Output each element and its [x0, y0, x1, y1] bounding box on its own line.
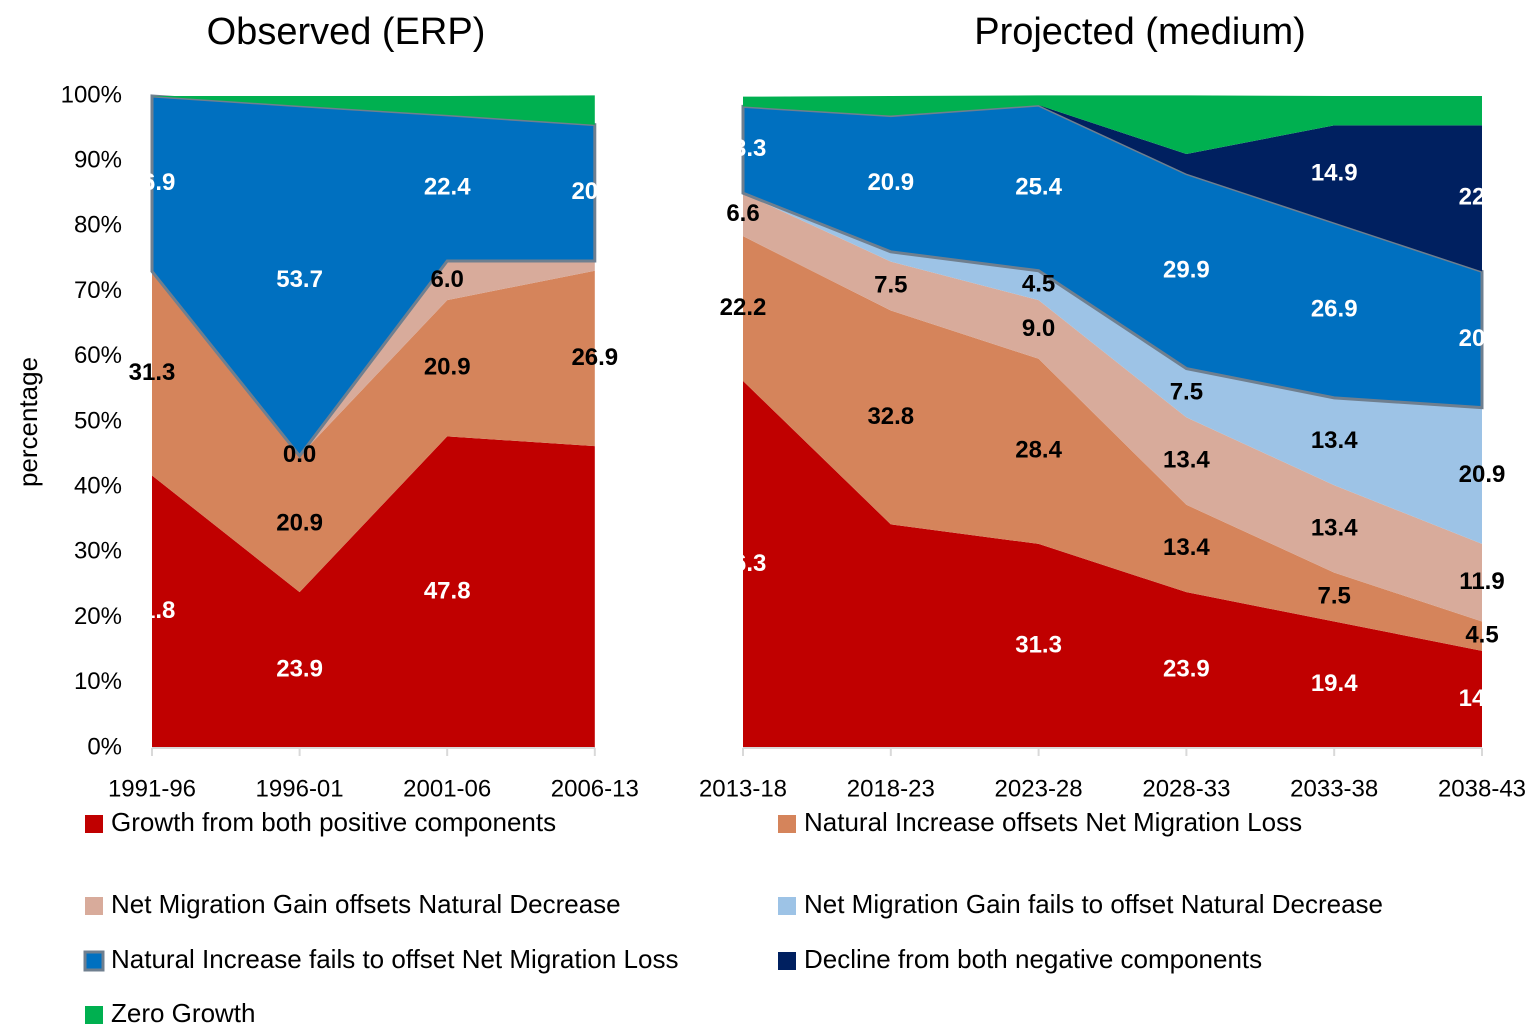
legend-label: Zero Growth: [111, 998, 256, 1027]
data-label: 11.9: [1459, 568, 1504, 595]
y-tick-label: 50%: [74, 407, 122, 434]
data-label: 13.4: [1311, 514, 1358, 541]
data-label: 6.0: [431, 266, 464, 293]
y-tick-label: 70%: [74, 277, 122, 304]
y-tick-label: 10%: [74, 668, 122, 695]
data-label: 20.9: [571, 178, 618, 205]
legend-swatch: [778, 897, 796, 915]
y-tick-label: 20%: [74, 603, 122, 630]
data-label: 6.6: [726, 200, 759, 227]
data-label: 4.5: [1465, 622, 1498, 649]
data-label: 13.4: [1163, 446, 1210, 473]
data-label: 23.9: [1163, 655, 1210, 682]
x-tick-label: 2023-28: [995, 775, 1083, 802]
data-label: 20.9: [276, 509, 323, 536]
data-label: 31.3: [1015, 631, 1062, 658]
x-tick-label: 2033-38: [1290, 775, 1378, 802]
data-label: 26.9: [1311, 296, 1358, 323]
data-label: 7.5: [1170, 378, 1203, 405]
legend-swatch: [778, 952, 796, 970]
chart-title: Observed (ERP): [207, 11, 486, 53]
legend-label: Net Migration Gain fails to offset Natur…: [804, 889, 1383, 919]
legend-swatch: [85, 1006, 103, 1024]
y-tick-label: 100%: [61, 81, 122, 108]
data-label: 23.9: [276, 655, 323, 682]
area: [743, 193, 1482, 544]
data-label: 29.9: [1163, 256, 1210, 283]
data-label: 26.9: [571, 344, 618, 371]
y-tick-label: 30%: [74, 538, 122, 565]
legend-label: Growth from both positive components: [111, 807, 556, 837]
y-tick-label: 40%: [74, 473, 122, 500]
x-tick-label: 1996-01: [256, 775, 344, 802]
area: [152, 95, 595, 125]
area: [743, 105, 1482, 272]
data-label: 20.9: [1459, 461, 1506, 488]
data-label: 26.9: [129, 169, 176, 196]
data-label: 4.5: [1022, 271, 1055, 298]
area: [743, 236, 1482, 651]
data-label: 19.4: [1311, 670, 1358, 697]
data-label: 22.4: [1459, 184, 1506, 211]
x-tick-label: 2006-13: [551, 775, 639, 802]
data-label: 32.8: [867, 403, 914, 430]
data-label: 13.4: [1163, 534, 1210, 561]
area: [743, 380, 1482, 748]
y-tick-label: 0%: [87, 733, 122, 760]
data-label: 31.3: [129, 359, 176, 386]
y-tick-label: 90%: [74, 147, 122, 174]
data-label: 25.4: [1015, 173, 1062, 200]
legend-swatch: [85, 815, 103, 833]
data-label: 14.9: [1459, 685, 1506, 712]
x-tick-label: 1991-96: [108, 775, 196, 802]
data-label: 7.5: [874, 271, 907, 298]
data-label: 9.0: [1022, 315, 1055, 342]
area: [152, 270, 595, 593]
x-tick-label: 2028-33: [1142, 775, 1230, 802]
area: [743, 95, 1482, 155]
legend-swatch: [85, 897, 103, 915]
data-label: 22.2: [720, 294, 767, 321]
chart-title: Projected (medium): [974, 11, 1306, 53]
legend-label: Natural Increase fails to offset Net Mig…: [111, 944, 678, 974]
data-label: 28.4: [1015, 437, 1062, 464]
data-label: 20.9: [867, 169, 914, 196]
y-axis-label: percentage: [13, 357, 43, 487]
data-label: 20.9: [1459, 325, 1506, 352]
data-label: 53.7: [276, 266, 323, 293]
x-tick-label: 2038-43: [1438, 775, 1526, 802]
legend-swatch: [83, 950, 105, 972]
data-label: 41.8: [129, 597, 176, 624]
data-label: 22.4: [424, 173, 471, 200]
x-tick-label: 2013-18: [699, 775, 787, 802]
x-tick-label: 2018-23: [847, 775, 935, 802]
x-tick-label: 2001-06: [403, 775, 491, 802]
area: [743, 193, 1482, 622]
legend-label: Natural Increase offsets Net Migration L…: [804, 807, 1302, 837]
legend-label: Net Migration Gain offsets Natural Decre…: [111, 889, 621, 919]
data-label: 20.9: [424, 354, 471, 381]
data-label: 13.3: [720, 135, 767, 162]
area: [152, 436, 595, 748]
data-label: 14.9: [1311, 159, 1358, 186]
data-label: 0.0: [283, 441, 316, 468]
legend-label: Decline from both negative components: [804, 944, 1262, 974]
data-label: 13.4: [1311, 427, 1358, 454]
y-tick-label: 60%: [74, 342, 122, 369]
data-label: 47.8: [424, 578, 471, 605]
data-label: 56.3: [720, 550, 767, 577]
y-tick-label: 80%: [74, 212, 122, 239]
data-label: 7.5: [1318, 582, 1351, 609]
legend-swatch: [778, 815, 796, 833]
